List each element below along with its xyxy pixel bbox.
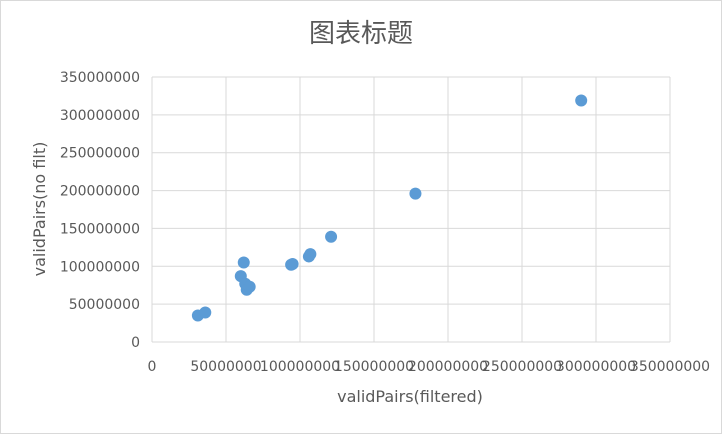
x-tick-label: 0 xyxy=(148,359,157,375)
y-tick-label: 0 xyxy=(131,335,140,351)
y-tick-label: 250000000 xyxy=(60,146,140,162)
x-tick-label: 350000000 xyxy=(630,359,710,375)
y-axis-label: validPairs(no filt) xyxy=(30,142,49,277)
data-point xyxy=(409,187,422,200)
y-tick-label: 100000000 xyxy=(60,259,140,275)
data-point xyxy=(286,258,299,271)
x-tick-labels: 0 500000001000000001500000002000000002500… xyxy=(148,359,711,375)
x-gridlines xyxy=(151,77,671,342)
x-tick-label: 250000000 xyxy=(482,359,562,375)
x-tick-label: 50000000 xyxy=(190,359,261,375)
data-point xyxy=(575,94,588,107)
data-point xyxy=(325,230,338,243)
x-axis-label: validPairs(filtered) xyxy=(337,387,483,406)
y-tick-label: 150000000 xyxy=(60,221,140,237)
data-point xyxy=(237,256,250,269)
data-point xyxy=(304,248,317,261)
y-tick-labels: 0 50000000 100000000 150000000 200000000 2500… xyxy=(60,70,140,351)
y-gridlines xyxy=(152,76,670,343)
x-tick-label: 150000000 xyxy=(334,359,414,375)
data-point xyxy=(243,280,256,293)
y-tick-label: 50000000 xyxy=(69,297,140,313)
data-points xyxy=(191,94,588,322)
x-tick-label: 300000000 xyxy=(556,359,636,375)
y-tick-label: 350000000 xyxy=(60,70,140,86)
chart-title: 图表标题 xyxy=(309,19,413,49)
x-tick-label: 200000000 xyxy=(408,359,488,375)
y-tick-label: 200000000 xyxy=(60,184,140,200)
data-point xyxy=(199,306,212,319)
x-tick-label: 100000000 xyxy=(260,359,340,375)
y-tick-label: 300000000 xyxy=(60,108,140,124)
